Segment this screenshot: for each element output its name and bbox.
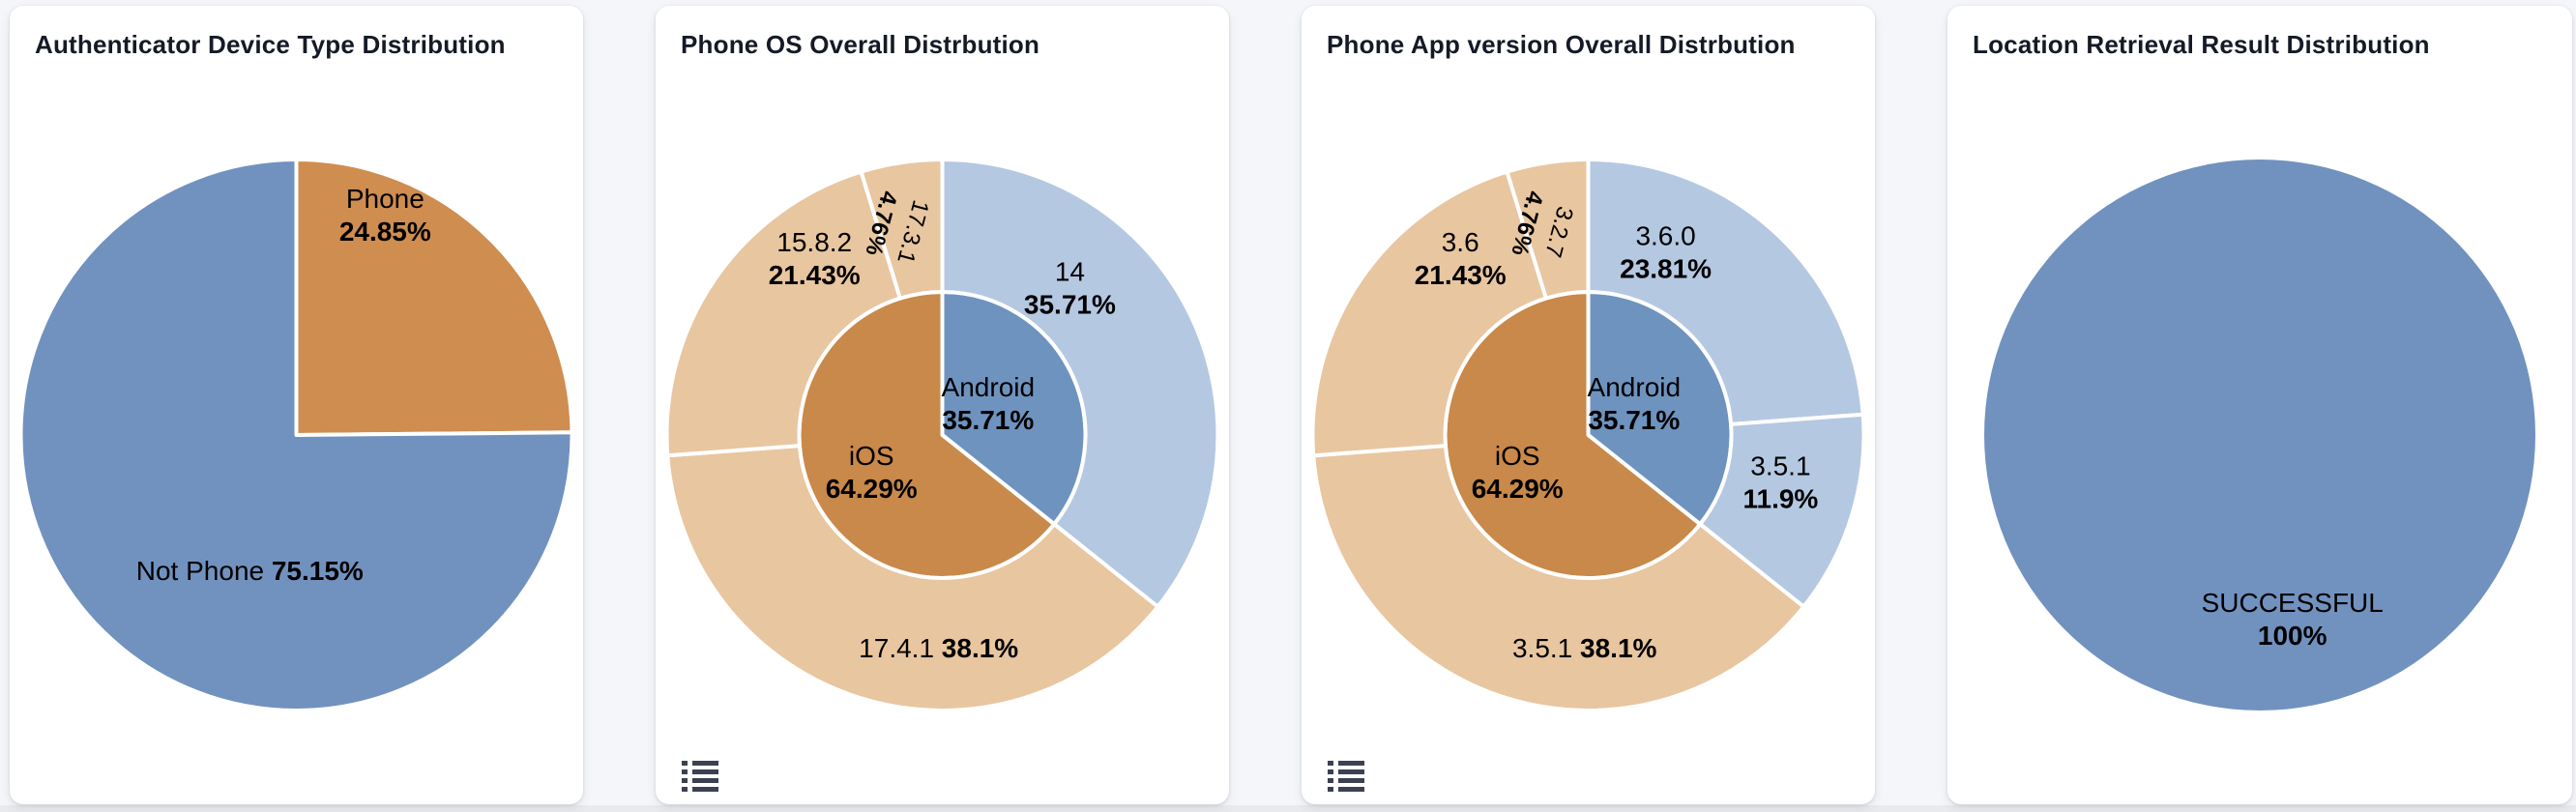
slice-label-14: 14 35.71% [1024, 256, 1116, 319]
slice-17.4.1[interactable] [665, 444, 1160, 712]
sunburst-chart-phone-app-version[interactable]: Android 35.71% iOS 64.29% 3.6.0 23.81% 3.5.1 11… [1302, 60, 1875, 804]
slice-label-Android: Android 35.71% [942, 372, 1036, 435]
slice-label-3.5.1: 3.5.1 38.1% [1512, 633, 1657, 663]
slice-label-Android: Android 35.71% [1588, 372, 1682, 435]
list-icon-row [682, 761, 718, 766]
list-icon-bullet [682, 778, 688, 783]
slice-14[interactable] [940, 158, 1220, 609]
chart-title-phone-app-version: Phone App version Overall Distrbution [1327, 30, 1796, 59]
slice-3.5.1[interactable] [1698, 412, 1866, 609]
slice-17.3.1[interactable] [859, 158, 945, 301]
list-icon-row [1328, 778, 1364, 783]
svg-text:3.5.1 38.1%: 3.5.1 38.1% [1512, 633, 1657, 663]
list-icon-bullet [1328, 761, 1333, 766]
list-icon-row [682, 769, 718, 774]
list-icon-line [1338, 761, 1364, 766]
slice-Not Phone[interactable] [18, 158, 574, 712]
list-icon-bullet [1328, 787, 1333, 792]
slice-label-Not Phone: Not Phone 75.15% [136, 556, 364, 586]
list-icon-line [692, 761, 718, 766]
svg-text:17.4.1 38.1%: 17.4.1 38.1% [859, 633, 1018, 663]
list-icon-line [1338, 769, 1364, 774]
svg-text:Not Phone 75.15%: Not Phone 75.15% [136, 556, 364, 586]
list-icon-line [1338, 778, 1364, 783]
list-icon-bullet [1328, 778, 1333, 783]
slice-SUCCESSFUL[interactable] [1984, 160, 2535, 710]
list-icon-row [1328, 787, 1364, 792]
card-authenticator-device-type: Authenticator Device Type Distribution P… [10, 6, 583, 804]
list-icon-bullet [1328, 769, 1333, 774]
slice-label-3.6.0: 3.6.0 23.81% [1620, 220, 1712, 283]
list-icon-line [692, 769, 718, 774]
slice-label-iOS: iOS 64.29% [826, 441, 918, 504]
list-icon-line [1338, 787, 1364, 792]
card-phone-app-version: Phone App version Overall Distrbution An… [1302, 6, 1875, 804]
sunburst-chart-phone-os[interactable]: Android 35.71% iOS 64.29% 14 35.71% 17.4.1 38.… [656, 60, 1229, 804]
chart-title-phone-os: Phone OS Overall Distrbution [681, 30, 1040, 59]
list-icon-bullet [682, 787, 688, 792]
slice-3.6[interactable] [1310, 169, 1548, 458]
slice-label-3.5.1: 3.5.1 11.9% [1742, 451, 1818, 514]
list-icon[interactable] [682, 761, 718, 792]
list-icon-line [692, 778, 718, 783]
list-icon-row [682, 787, 718, 792]
svg-text:15.8.221.43%: 15.8.2 21.43% [769, 227, 861, 290]
chart-title-authenticator-device-type: Authenticator Device Type Distribution [35, 30, 506, 59]
card-location-retrieval-result: Location Retrieval Result Distribution S… [1947, 6, 2572, 804]
pie-chart-location-retrieval-result[interactable]: SUCCESSFUL 100% [1947, 60, 2572, 804]
slice-label-Phone: Phone 24.85% [339, 184, 431, 246]
svg-text:3.5.111.9%: 3.5.1 11.9% [1742, 451, 1818, 514]
slice-label-3.6: 3.6 21.43% [1415, 227, 1507, 290]
list-icon-row [1328, 769, 1364, 774]
card-phone-os: Phone OS Overall Distrbution Android 35.7… [656, 6, 1229, 804]
list-icon-line [692, 787, 718, 792]
slice-label-SUCCESSFUL: SUCCESSFUL 100% [2202, 588, 2384, 651]
slice-label-17.4.1: 17.4.1 38.1% [859, 633, 1018, 663]
slice-3.6.0[interactable] [1586, 158, 1865, 426]
list-icon-row [1328, 761, 1364, 766]
svg-text:3.621.43%: 3.6 21.43% [1415, 227, 1507, 290]
list-icon-bullet [682, 761, 688, 766]
slice-3.5.1[interactable] [1311, 444, 1806, 712]
slice-label-iOS: iOS 64.29% [1472, 441, 1564, 504]
list-icon-row [682, 778, 718, 783]
slice-15.8.2[interactable] [664, 169, 902, 458]
chart-title-location-retrieval-result: Location Retrieval Result Distribution [1973, 30, 2430, 59]
list-icon-bullet [682, 769, 688, 774]
list-icon[interactable] [1328, 761, 1364, 792]
pie-chart-authenticator-device-type[interactable]: Phone 24.85% Not Phone 75.15% [10, 60, 583, 804]
slice-Phone[interactable] [294, 158, 574, 437]
slice-label-15.8.2: 15.8.2 21.43% [769, 227, 861, 290]
svg-text:3.6.023.81%: 3.6.0 23.81% [1620, 220, 1712, 283]
slice-3.2.7[interactable] [1505, 158, 1591, 301]
